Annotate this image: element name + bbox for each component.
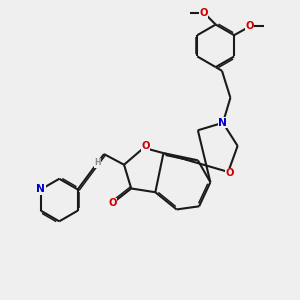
Text: O: O bbox=[141, 141, 150, 151]
Text: N: N bbox=[36, 184, 45, 194]
Text: O: O bbox=[108, 198, 117, 208]
Text: O: O bbox=[200, 8, 208, 18]
Text: O: O bbox=[245, 21, 254, 32]
Text: H: H bbox=[94, 158, 101, 167]
Text: O: O bbox=[226, 169, 234, 178]
Text: N: N bbox=[218, 118, 227, 128]
